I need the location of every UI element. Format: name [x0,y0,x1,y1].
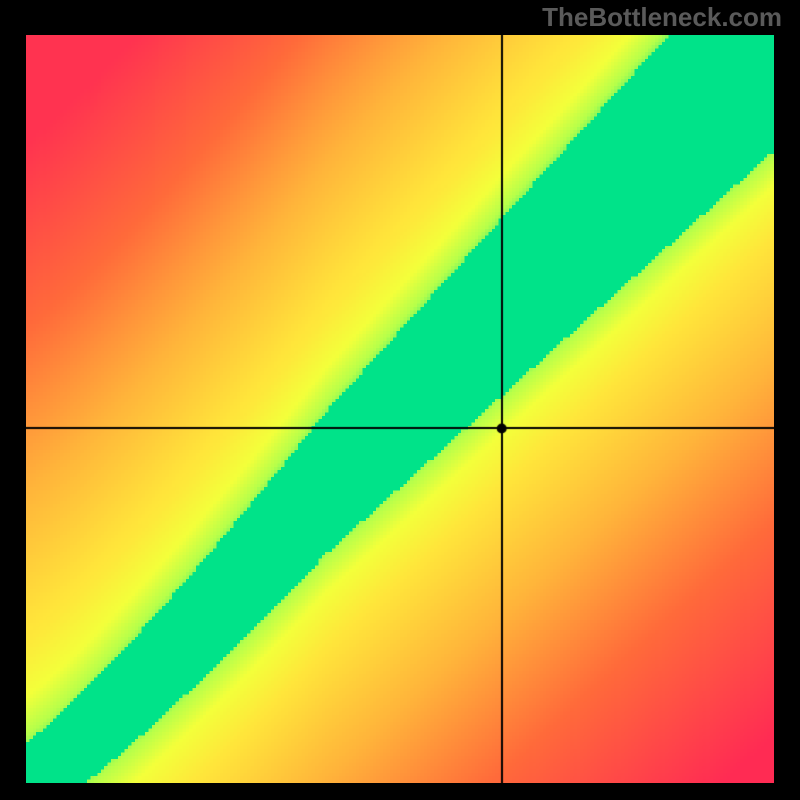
crosshair-overlay [26,35,774,783]
chart-container: TheBottleneck.com [0,0,800,800]
watermark-text: TheBottleneck.com [542,2,782,33]
